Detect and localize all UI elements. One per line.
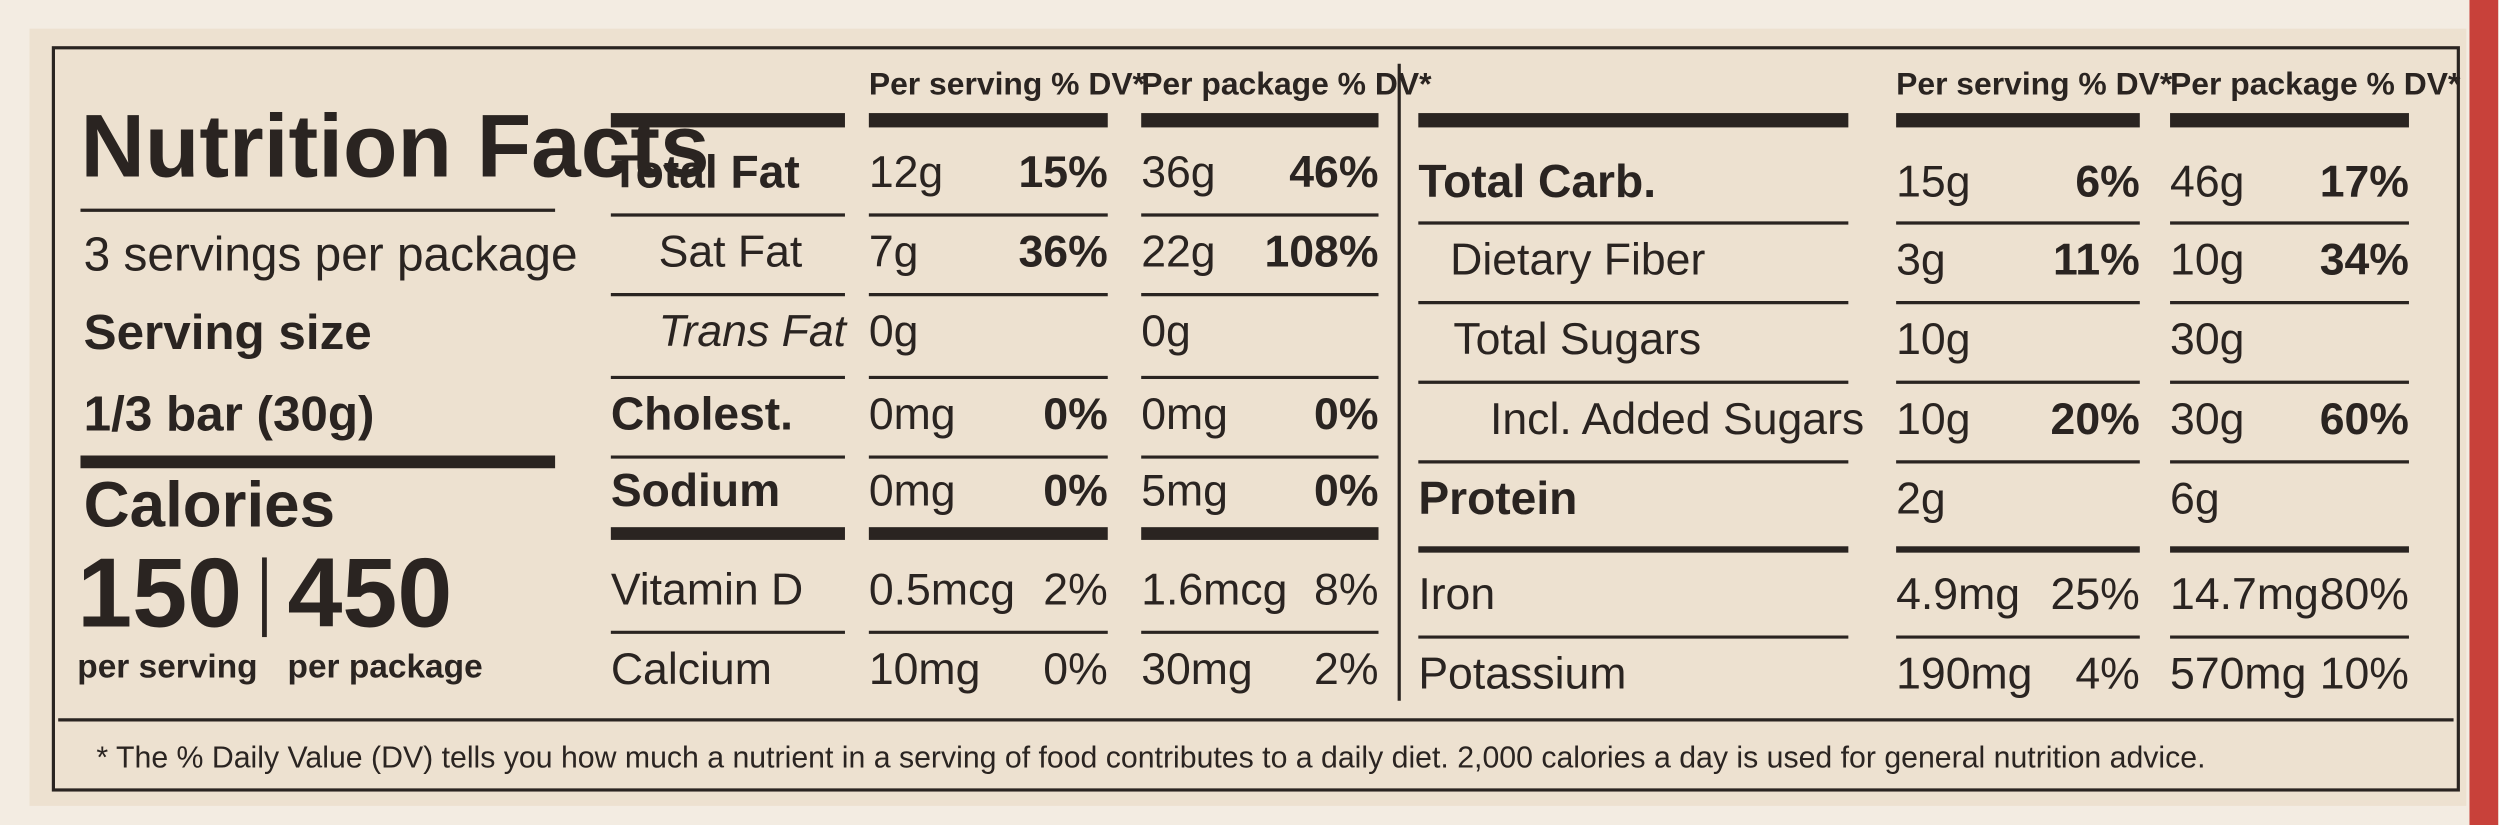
nutrient-name: Trans Fat xyxy=(659,307,848,356)
calories-basis: per package xyxy=(288,649,483,686)
header-bar xyxy=(868,113,1108,128)
daily-value: 34% xyxy=(2320,236,2409,285)
nutrient-name: Total Sugars xyxy=(1453,315,1701,364)
nutrient-name: Cholest. xyxy=(611,387,793,439)
amount: 0mg xyxy=(1141,390,1228,439)
amount: 570mg xyxy=(2170,650,2306,699)
amount: 46g xyxy=(2170,158,2244,207)
daily-value: 17% xyxy=(2320,158,2409,207)
thick-rule xyxy=(610,527,845,540)
daily-value: 0% xyxy=(1314,467,1378,516)
nutrient-name: Total Carb. xyxy=(1418,155,1656,207)
column-header: Per serving % DV* xyxy=(1896,65,2173,101)
nutrient-name: Iron xyxy=(1418,570,1495,619)
nutrient-name: Vitamin D xyxy=(611,565,803,614)
column-header: Per serving % DV* xyxy=(869,65,1146,101)
amount: 7g xyxy=(869,228,919,277)
header-bar xyxy=(1418,113,1849,128)
label-border xyxy=(51,46,2460,792)
thick-rule xyxy=(80,455,556,469)
amount: 0g xyxy=(869,307,919,356)
label-panel xyxy=(29,28,2467,806)
amount: 6g xyxy=(2170,474,2220,523)
amount: 10g xyxy=(1896,395,1970,444)
thick-rule xyxy=(1141,527,1379,540)
column-header: Per package % DV* xyxy=(2170,65,2461,101)
daily-value: 20% xyxy=(2051,395,2140,444)
calories-amount: 450 xyxy=(288,538,453,648)
amount: 30mg xyxy=(1141,645,1253,694)
amount: 4.9mg xyxy=(1896,570,2020,619)
amount: 22g xyxy=(1141,228,1215,277)
daily-value: 8% xyxy=(1314,565,1378,614)
amount: 36g xyxy=(1141,148,1215,197)
calories-label: Calories xyxy=(84,469,335,540)
amount: 15g xyxy=(1896,158,1970,207)
daily-value: 25% xyxy=(2051,570,2140,619)
daily-value: 2% xyxy=(1043,565,1107,614)
amount: 5mg xyxy=(1141,467,1228,516)
serving-size-label: Serving size xyxy=(84,305,372,360)
daily-value: 36% xyxy=(1019,228,1108,277)
nutrient-name: Sodium xyxy=(611,464,780,516)
amount: 0mg xyxy=(869,390,956,439)
amount: 0g xyxy=(1141,307,1191,356)
daily-value: 10% xyxy=(2320,650,2409,699)
column-header: Per package % DV* xyxy=(1141,65,1432,101)
edge-strip xyxy=(2469,0,2499,825)
amount: 30g xyxy=(2170,395,2244,444)
amount: 12g xyxy=(869,148,943,197)
amount: 10mg xyxy=(869,645,981,694)
daily-value: 46% xyxy=(1289,148,1378,197)
amount: 0mg xyxy=(869,467,956,516)
daily-value: 2% xyxy=(1314,645,1378,694)
amount: 14.7mg xyxy=(2170,570,2319,619)
nutrient-name: Protein xyxy=(1418,472,1577,524)
daily-value: 108% xyxy=(1264,228,1378,277)
footnote: * The % Daily Value (DV) tells you how m… xyxy=(96,742,2205,775)
title: Nutrition Facts xyxy=(80,95,709,195)
amount: 1.6mcg xyxy=(1141,565,1287,614)
thick-rule xyxy=(2170,546,2409,553)
amount: 190mg xyxy=(1896,650,2032,699)
amount: 10g xyxy=(1896,315,1970,364)
thick-rule xyxy=(1418,546,1849,553)
nutrient-name: Potassium xyxy=(1418,650,1626,699)
daily-value: 15% xyxy=(1019,148,1108,197)
header-bar xyxy=(2170,113,2409,128)
header-bar xyxy=(1141,113,1379,128)
header-bar xyxy=(1896,113,2140,128)
thick-rule xyxy=(868,527,1108,540)
calories-amount: 150 xyxy=(77,538,242,648)
header-bar xyxy=(610,113,845,128)
daily-value: 60% xyxy=(2320,395,2409,444)
daily-value: 80% xyxy=(2320,570,2409,619)
serving-size: 1/3 bar (30g) xyxy=(84,386,375,441)
amount: 10g xyxy=(2170,236,2244,285)
daily-value: 0% xyxy=(1314,390,1378,439)
nutrient-name: Sat Fat xyxy=(659,228,803,277)
calories-divider xyxy=(262,557,267,638)
daily-value: 0% xyxy=(1043,645,1107,694)
amount: 30g xyxy=(2170,315,2244,364)
amount: 3g xyxy=(1896,236,1946,285)
thick-rule xyxy=(1896,546,2140,553)
daily-value: 6% xyxy=(2075,158,2139,207)
daily-value: 11% xyxy=(2053,236,2140,285)
servings: 3 servings per package xyxy=(84,229,578,282)
daily-value: 4% xyxy=(2075,650,2139,699)
daily-value: 0% xyxy=(1043,467,1107,516)
calories-basis: per serving xyxy=(77,649,257,686)
daily-value: 0% xyxy=(1043,390,1107,439)
nutrient-name: Dietary Fiber xyxy=(1450,236,1705,285)
nutrient-name: Incl. Added Sugars xyxy=(1490,395,1864,444)
amount: 2g xyxy=(1896,474,1946,523)
nutrient-name: Total Fat xyxy=(611,145,800,197)
nutrient-name: Calcium xyxy=(611,645,772,694)
amount: 0.5mcg xyxy=(869,565,1015,614)
